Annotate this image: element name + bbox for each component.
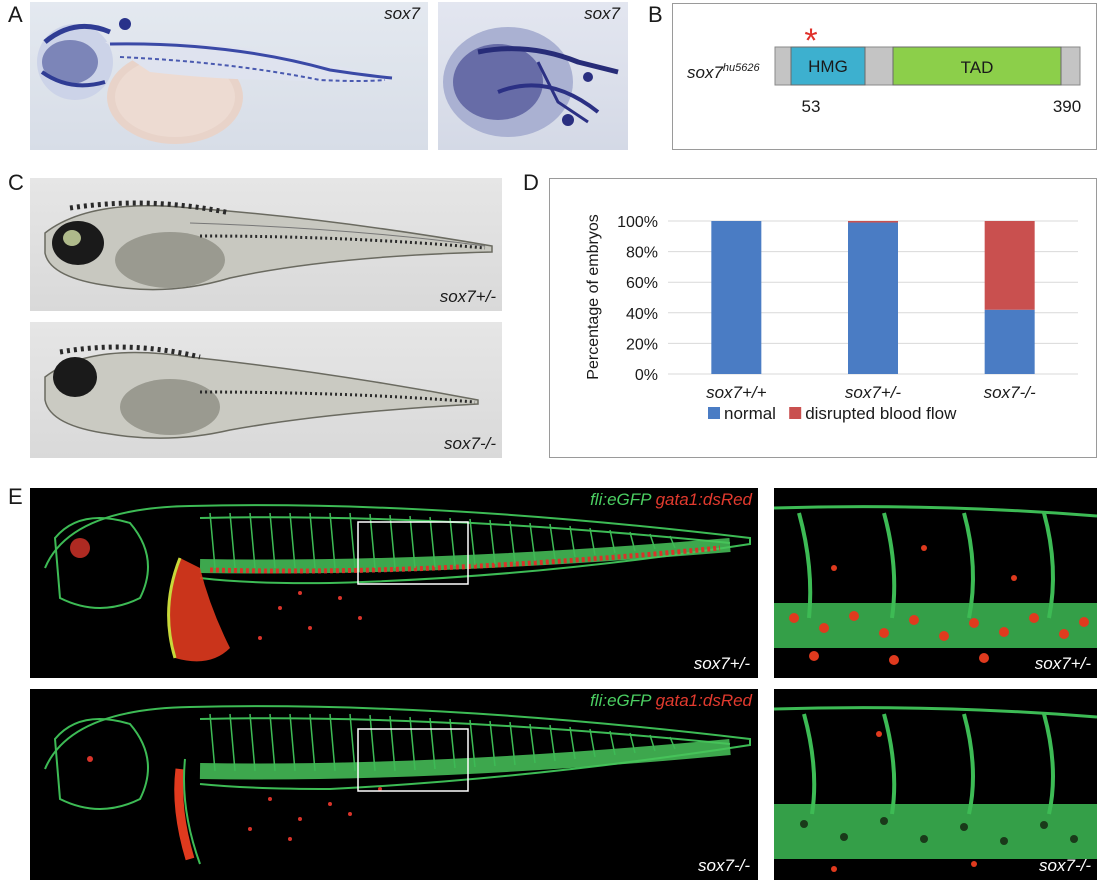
legend-swatch <box>789 407 802 419</box>
sox7-head-closeup-image: sox7 <box>438 2 628 150</box>
panel-label-c: C <box>8 170 24 195</box>
panel-label-d: D <box>523 170 539 195</box>
tad-domain <box>892 46 1062 86</box>
y-tick-label: 100% <box>617 214 658 231</box>
row2-caption: sox7-/- <box>698 856 750 875</box>
blood-flow-chart-frame: Percentage of embryos 0% 20% 40% 60% 80% 100%… <box>549 178 1097 458</box>
row1-caption: sox7+/- <box>693 654 750 673</box>
row1-marker-red: gata1:dsRed <box>655 490 752 509</box>
hmg-domain <box>790 46 866 86</box>
legend-label: normal <box>724 404 776 423</box>
row2-zoom-caption: sox7-/- <box>1039 856 1091 875</box>
row2-marker-green: fli:eGFP <box>590 691 651 710</box>
panel-label-e: E <box>8 484 23 509</box>
protein-domain-diagram: sox7hu5626 HMG TAD * 53 390 <box>672 3 1097 150</box>
fluorescence-het-embryo-image: fli:eGFP gata1:dsRed sox7+/- <box>30 488 758 678</box>
y-tick-label: 40% <box>626 306 658 323</box>
panel-c-top-caption: sox7+/- <box>439 287 496 306</box>
row1-zoom-caption: sox7+/- <box>1034 654 1091 673</box>
zoom-region-box <box>357 521 469 585</box>
y-tick-label: 60% <box>626 275 658 292</box>
tad-domain-label: TAD <box>961 58 994 77</box>
legend-label: disrupted blood flow <box>805 404 957 423</box>
sox7-het-larva-image: sox7+/- <box>30 178 502 311</box>
chart-ylabel: Percentage of embryos <box>585 214 602 379</box>
gene-name: sox7 <box>687 63 723 82</box>
x-tick-label: sox7-/- <box>984 383 1036 402</box>
x-tick-label: sox7+/- <box>845 383 902 402</box>
bar-disrupted <box>984 221 1035 310</box>
panel-label-a: A <box>8 2 23 27</box>
sox7-whole-embryo-image: sox7 <box>30 2 428 150</box>
row1-marker-green: fli:eGFP <box>590 490 651 509</box>
legend-swatch <box>708 407 720 419</box>
y-tick-label: 80% <box>626 245 658 262</box>
panel-a-right-caption: sox7 <box>584 4 620 23</box>
x-tick-label: sox7+/+ <box>706 383 767 402</box>
sox7-mutant-larva-image: sox7-/- <box>30 322 502 458</box>
bar-normal <box>711 221 762 374</box>
y-tick-label: 20% <box>626 336 658 353</box>
row2-marker-red: gata1:dsRed <box>655 691 752 710</box>
y-tick-label: 0% <box>635 367 658 384</box>
panel-a-left-caption: sox7 <box>384 4 420 23</box>
fluorescence-het-zoom-image: sox7+/- <box>774 488 1097 678</box>
position-end: 390 <box>1053 97 1081 116</box>
mutation-marker: * <box>804 22 817 60</box>
position-start: 53 <box>802 97 821 116</box>
bar-normal <box>848 222 898 374</box>
fluorescence-mutant-embryo-image: fli:eGFP gata1:dsRed sox7-/- <box>30 689 758 880</box>
allele-superscript: hu5626 <box>723 62 761 74</box>
panel-label-b: B <box>648 2 663 27</box>
panel-c-bottom-caption: sox7-/- <box>444 434 496 453</box>
gene-name-label: sox7hu5626 <box>687 62 761 82</box>
blood-flow-chart: Percentage of embryos 0% 20% 40% 60% 80% 100%… <box>585 214 1078 423</box>
hmg-domain-label: HMG <box>808 57 848 76</box>
bar-disrupted <box>848 221 898 223</box>
row1-marker-label: fli:eGFP gata1:dsRed <box>590 490 752 510</box>
zoom-region-box <box>357 728 469 792</box>
row2-marker-label: fli:eGFP gata1:dsRed <box>590 691 752 711</box>
bar-normal <box>984 309 1035 374</box>
fluorescence-mutant-zoom-image: sox7-/- <box>774 689 1097 880</box>
